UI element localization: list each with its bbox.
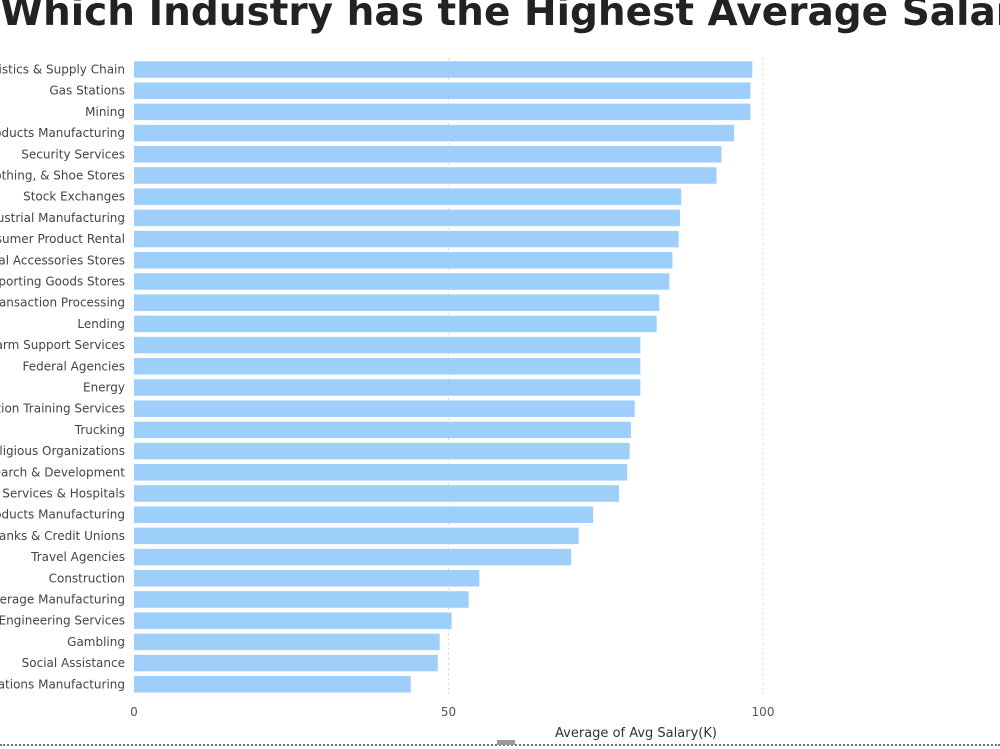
bar[interactable] bbox=[134, 506, 594, 523]
bar[interactable] bbox=[134, 442, 630, 460]
category-label: Transaction Processing bbox=[0, 296, 125, 310]
resize-handle[interactable] bbox=[497, 740, 515, 745]
bar[interactable] bbox=[134, 633, 440, 651]
category-label: Religious Organizations bbox=[0, 444, 125, 458]
category-label: search & Development bbox=[0, 465, 125, 479]
bars bbox=[134, 61, 753, 693]
category-label: roducts Manufacturing bbox=[0, 508, 125, 522]
category-label: cation Training Services bbox=[0, 402, 125, 416]
bar[interactable] bbox=[134, 548, 572, 566]
bar[interactable] bbox=[134, 315, 657, 333]
category-label: lothing, & Shoe Stores bbox=[0, 169, 125, 183]
bar[interactable] bbox=[134, 252, 673, 269]
x-tick-label: 100 bbox=[752, 705, 775, 719]
category-label: Social Assistance bbox=[22, 656, 125, 670]
bar[interactable] bbox=[134, 570, 480, 587]
bar[interactable] bbox=[134, 527, 579, 545]
bar[interactable] bbox=[134, 167, 717, 184]
bar[interactable] bbox=[134, 464, 628, 481]
category-label: Mining bbox=[85, 105, 125, 119]
bar[interactable] bbox=[134, 273, 670, 290]
bar[interactable] bbox=[134, 103, 751, 121]
page-bottom-border bbox=[0, 744, 1000, 746]
category-label: roducts Manufacturing bbox=[0, 126, 125, 140]
category-label: Construction bbox=[49, 571, 125, 585]
bar[interactable] bbox=[134, 358, 641, 375]
bar[interactable] bbox=[134, 209, 680, 227]
x-axis-title: Average of Avg Salary(K) bbox=[555, 726, 717, 741]
bar[interactable] bbox=[134, 485, 619, 502]
category-label: Travel Agencies bbox=[30, 550, 125, 564]
category-label: Sporting Goods Stores bbox=[0, 275, 125, 289]
category-label: everage Manufacturing bbox=[0, 593, 125, 607]
bar[interactable] bbox=[134, 612, 452, 629]
category-label: ogistics & Supply Chain bbox=[0, 63, 125, 77]
category-label: Energy bbox=[83, 381, 125, 395]
category-label: dustrial Manufacturing bbox=[0, 211, 125, 225]
category-label: Federal Agencies bbox=[23, 359, 125, 373]
category-label: nsumer Product Rental bbox=[0, 232, 125, 246]
bar[interactable] bbox=[134, 654, 438, 672]
bar[interactable] bbox=[134, 82, 751, 99]
category-labels: ogistics & Supply Chain Gas Stations Minin… bbox=[0, 63, 125, 692]
category-label: Security Services bbox=[21, 147, 125, 161]
bar[interactable] bbox=[134, 188, 682, 205]
bar[interactable] bbox=[134, 336, 641, 354]
x-tick-label: 0 bbox=[130, 705, 138, 719]
category-label: Trucking bbox=[74, 423, 125, 437]
category-label: Banks & Credit Unions bbox=[0, 529, 125, 543]
bar[interactable] bbox=[134, 379, 641, 396]
category-label: Gas Stations bbox=[49, 84, 125, 98]
bar[interactable] bbox=[134, 230, 679, 248]
bar[interactable] bbox=[134, 400, 635, 417]
bar[interactable] bbox=[134, 591, 469, 608]
x-tick-label: 50 bbox=[441, 705, 456, 719]
bar[interactable] bbox=[134, 146, 722, 163]
gridlines bbox=[448, 58, 764, 694]
bar[interactable] bbox=[134, 61, 753, 78]
x-tick-labels: 0 50 100 bbox=[130, 705, 774, 719]
category-label: Stock Exchanges bbox=[23, 190, 125, 204]
category-label: Gambling bbox=[67, 635, 125, 649]
bar[interactable] bbox=[134, 124, 735, 142]
bar[interactable] bbox=[134, 421, 631, 439]
category-label: re Services & Hospitals bbox=[0, 487, 125, 501]
bar[interactable] bbox=[134, 676, 411, 693]
category-label: ications Manufacturing bbox=[0, 677, 125, 691]
category-label: Farm Support Services bbox=[0, 338, 125, 352]
category-label: Lending bbox=[77, 317, 125, 331]
bar[interactable] bbox=[134, 294, 660, 311]
chart-title: Which Industry has the Highest Average S… bbox=[0, 0, 1000, 35]
category-label: & Engineering Services bbox=[0, 614, 125, 628]
category-label: onal Accessories Stores bbox=[0, 253, 125, 267]
